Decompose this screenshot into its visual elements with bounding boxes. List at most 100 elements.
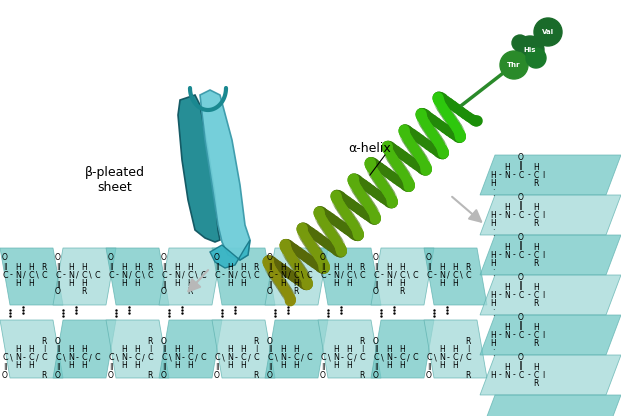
- Text: -: -: [499, 371, 501, 379]
- Text: R: R: [147, 371, 153, 379]
- Text: H: H: [134, 262, 140, 272]
- Text: C: C: [533, 330, 538, 339]
- Text: R: R: [293, 287, 299, 297]
- Text: C: C: [465, 270, 471, 280]
- Text: /: /: [288, 270, 291, 280]
- Text: C: C: [452, 270, 458, 280]
- Text: C: C: [200, 270, 206, 280]
- Text: O: O: [518, 193, 524, 203]
- Text: ‖: ‖: [3, 262, 7, 270]
- Polygon shape: [480, 355, 621, 395]
- Text: H: H: [15, 346, 21, 354]
- Text: |: |: [43, 346, 45, 352]
- Text: C: C: [293, 354, 299, 362]
- Text: C: C: [134, 270, 140, 280]
- Text: ‖: ‖: [215, 364, 219, 371]
- Text: -: -: [9, 270, 12, 280]
- Polygon shape: [480, 395, 621, 416]
- Text: /: /: [35, 354, 39, 362]
- Text: ‖: ‖: [427, 364, 431, 371]
- Text: H: H: [533, 163, 539, 171]
- Text: H: H: [68, 278, 74, 287]
- Text: -: -: [512, 171, 515, 179]
- Text: O: O: [320, 253, 326, 262]
- Text: -: -: [340, 354, 343, 362]
- Text: -: -: [528, 330, 530, 339]
- Text: -: -: [129, 354, 132, 362]
- Text: ‖: ‖: [321, 364, 325, 371]
- Text: N: N: [227, 270, 233, 280]
- Text: ·: ·: [492, 312, 494, 322]
- Text: H: H: [81, 362, 87, 371]
- Text: H: H: [490, 250, 496, 260]
- Text: H: H: [280, 362, 286, 371]
- Text: -: -: [274, 270, 278, 280]
- Polygon shape: [53, 320, 116, 378]
- Text: C: C: [320, 354, 326, 362]
- Text: C: C: [346, 270, 352, 280]
- Text: ‖: ‖: [162, 280, 166, 287]
- Text: C: C: [55, 354, 61, 362]
- Text: H: H: [15, 278, 21, 287]
- Text: R: R: [253, 262, 259, 272]
- Text: C: C: [533, 210, 538, 220]
- Text: H: H: [121, 346, 127, 354]
- Text: \: \: [169, 354, 171, 362]
- Text: H: H: [346, 362, 352, 371]
- Text: N: N: [504, 330, 510, 339]
- Text: ·: ·: [492, 233, 494, 242]
- Text: -: -: [222, 270, 224, 280]
- Text: ‖: ‖: [3, 364, 7, 371]
- Circle shape: [500, 51, 528, 79]
- Polygon shape: [371, 320, 434, 378]
- Text: H: H: [28, 362, 34, 371]
- Polygon shape: [200, 90, 250, 260]
- Text: C: C: [267, 354, 273, 362]
- Text: /: /: [394, 270, 396, 280]
- Text: ‖: ‖: [519, 201, 523, 210]
- Text: O: O: [214, 371, 220, 379]
- Text: C: C: [519, 210, 524, 220]
- Text: ‖: ‖: [268, 262, 272, 270]
- Text: N: N: [121, 270, 127, 280]
- Text: H: H: [227, 278, 233, 287]
- Text: -: -: [512, 250, 515, 260]
- Text: O: O: [518, 273, 524, 282]
- Text: R: R: [533, 379, 538, 387]
- Text: ‖: ‖: [162, 364, 166, 371]
- Text: ‖: ‖: [519, 282, 523, 290]
- Text: N: N: [227, 354, 233, 362]
- Text: O: O: [108, 371, 114, 379]
- Text: R: R: [81, 287, 87, 297]
- Text: R: R: [360, 262, 365, 272]
- Text: N: N: [15, 354, 21, 362]
- Text: R: R: [42, 371, 47, 379]
- Text: R: R: [399, 287, 405, 297]
- Text: C: C: [426, 354, 432, 362]
- Polygon shape: [480, 315, 621, 355]
- Text: -: -: [22, 354, 25, 362]
- Text: H: H: [439, 262, 445, 272]
- Text: C: C: [533, 171, 538, 179]
- Text: H: H: [386, 262, 392, 272]
- Polygon shape: [265, 320, 328, 378]
- Text: α-helix: α-helix: [348, 141, 391, 154]
- Text: \: \: [328, 354, 330, 362]
- Text: C: C: [253, 354, 259, 362]
- Text: C: C: [28, 270, 34, 280]
- Text: C: C: [108, 270, 114, 280]
- Text: H: H: [240, 278, 246, 287]
- Text: ·: ·: [492, 267, 494, 275]
- Text: H: H: [490, 171, 496, 179]
- Text: C: C: [533, 290, 538, 300]
- Polygon shape: [212, 248, 275, 305]
- Text: C: C: [359, 270, 365, 280]
- Text: H: H: [346, 262, 352, 272]
- Text: N: N: [174, 354, 180, 362]
- Text: ‖: ‖: [374, 280, 378, 287]
- Polygon shape: [480, 275, 621, 315]
- Text: H: H: [174, 362, 180, 371]
- Text: O: O: [214, 253, 220, 262]
- Text: H: H: [346, 346, 352, 354]
- Text: O: O: [426, 371, 432, 379]
